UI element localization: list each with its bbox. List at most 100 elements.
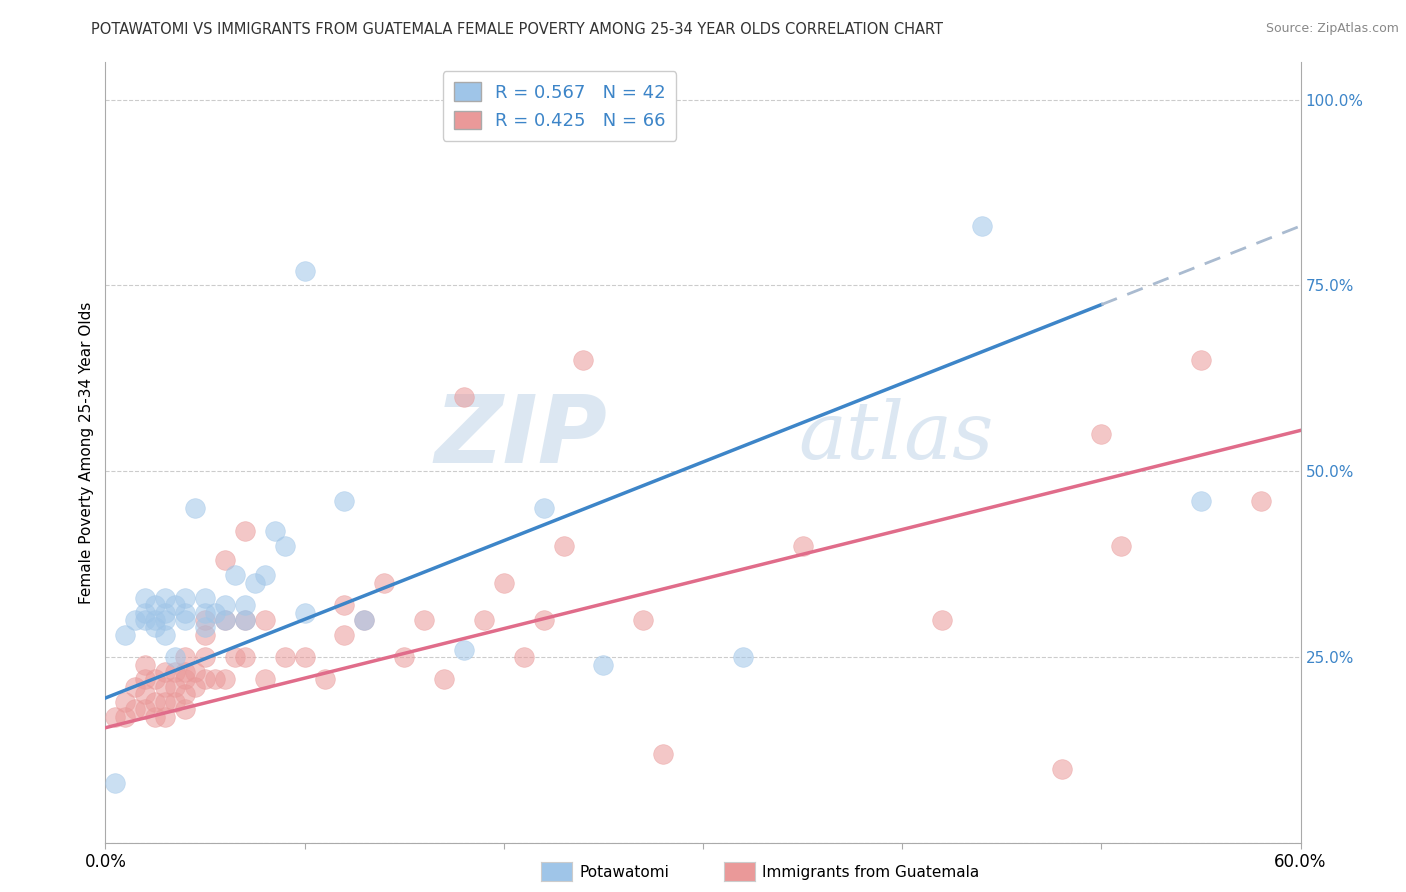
Point [453,390,475,404]
Point [165,650,187,665]
Text: Potawatomi: Potawatomi [579,865,669,880]
Point [184,665,207,679]
Point [373,575,395,590]
Point [353,613,375,627]
Point [204,606,226,620]
Point [533,613,555,627]
Point [143,673,166,687]
Point [233,524,256,538]
Point [165,695,187,709]
Point [174,650,197,665]
Point [194,620,217,634]
Point [333,598,356,612]
Point [194,591,217,605]
Point [194,673,217,687]
Point [731,650,754,665]
Point [931,613,953,627]
Point [194,613,217,627]
Point [214,598,236,612]
Point [492,575,515,590]
Point [134,613,156,627]
Point [124,613,146,627]
Point [143,598,166,612]
Point [214,613,236,627]
Point [165,598,187,612]
Point [194,628,217,642]
Text: ZIP: ZIP [434,391,607,483]
Point [114,709,136,723]
Point [165,665,187,679]
Point [433,673,456,687]
Y-axis label: Female Poverty Among 25-34 Year Olds: Female Poverty Among 25-34 Year Olds [79,301,94,604]
Point [153,613,177,627]
Point [233,613,256,627]
Point [273,539,295,553]
Point [273,650,295,665]
Point [453,642,475,657]
Point [1189,352,1212,367]
Point [214,673,236,687]
Point [153,680,177,694]
Point [513,650,536,665]
Point [253,673,276,687]
Point [1250,494,1272,508]
Point [533,501,555,516]
Point [1090,427,1112,442]
Point [143,709,166,723]
Point [153,628,177,642]
Point [233,613,256,627]
Point [134,657,156,672]
Point [1189,494,1212,508]
Point [592,657,614,672]
Point [134,606,156,620]
Text: Source: ZipAtlas.com: Source: ZipAtlas.com [1265,22,1399,36]
Legend: R = 0.567   N = 42, R = 0.425   N = 66: R = 0.567 N = 42, R = 0.425 N = 66 [443,71,676,141]
Point [134,702,156,716]
Point [294,263,316,277]
Point [214,553,236,567]
Text: atlas: atlas [799,399,994,475]
Point [572,352,595,367]
Point [294,650,316,665]
Point [174,687,197,701]
Point [314,673,336,687]
Point [143,613,166,627]
Point [174,606,197,620]
Point [153,665,177,679]
Text: POTAWATOMI VS IMMIGRANTS FROM GUATEMALA FEMALE POVERTY AMONG 25-34 YEAR OLDS COR: POTAWATOMI VS IMMIGRANTS FROM GUATEMALA … [91,22,943,37]
Point [124,680,146,694]
Point [153,695,177,709]
Point [392,650,416,665]
Point [174,613,197,627]
Point [204,673,226,687]
Point [134,591,156,605]
Point [134,687,156,701]
Point [224,568,246,582]
Point [294,606,316,620]
Point [165,680,187,694]
Point [413,613,436,627]
Point [1050,762,1073,776]
Point [153,709,177,723]
Point [143,695,166,709]
Point [114,628,136,642]
Point [233,598,256,612]
Point [353,613,375,627]
Point [153,606,177,620]
Point [153,591,177,605]
Point [184,501,207,516]
Point [224,650,246,665]
Point [633,613,655,627]
Point [104,776,127,790]
Point [174,673,197,687]
Point [263,524,285,538]
Point [1111,539,1133,553]
Point [104,709,127,723]
Point [553,539,575,553]
Point [333,628,356,642]
Point [214,613,236,627]
Point [194,606,217,620]
Point [174,702,197,716]
Text: Immigrants from Guatemala: Immigrants from Guatemala [762,865,980,880]
Point [792,539,814,553]
